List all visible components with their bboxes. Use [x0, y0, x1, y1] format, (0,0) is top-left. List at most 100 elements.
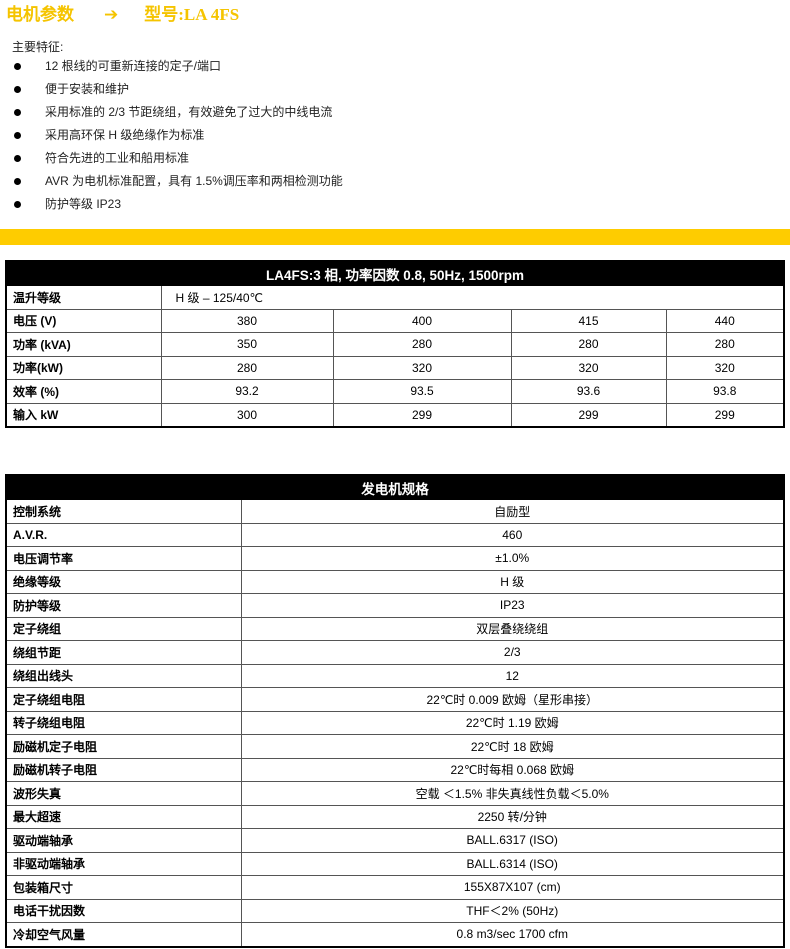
specs-title: 发电机规格 — [5, 474, 785, 500]
temp-rise-value: H 级 – 125/40℃ — [160, 285, 785, 310]
spec-value: H 级 — [240, 569, 785, 594]
feature-text: 采用标准的 2/3 节距绕组，有效避免了过大的中线电流 — [45, 105, 333, 119]
spec-label: 绕组节距 — [5, 640, 242, 665]
feature-text: 便于安装和维护 — [45, 82, 130, 96]
section-title: 电机参数 — [6, 5, 74, 24]
right-arrow-icon: ➔ — [104, 5, 119, 25]
table-row: 输入 kW 300 299 299 299 — [5, 402, 785, 428]
cell-value: 299 — [665, 402, 785, 428]
spec-label: 最大超速 — [5, 804, 242, 829]
page-title: 电机参数 ➔ 型号:LA 4FS — [6, 0, 239, 25]
table-row: 防护等级 IP23 — [5, 593, 785, 618]
ratings-table: LA4FS:3 相, 功率因数 0.8, 50Hz, 1500rpm 温升等级 … — [5, 260, 785, 428]
table-row: 定子绕组电阻 22℃时 0.009 欧姆（星形串接） — [5, 687, 785, 712]
cell-value: 93.6 — [510, 379, 667, 404]
bullet-icon — [14, 63, 21, 70]
row-label: 电压 (V) — [5, 308, 162, 333]
table-row: 转子绕组电阻 22℃时 1.19 欧姆 — [5, 710, 785, 735]
bullet-icon — [14, 132, 21, 139]
spec-label: 转子绕组电阻 — [5, 710, 242, 735]
spec-label: 励磁机定子电阻 — [5, 734, 242, 759]
feature-text: 12 根线的可重新连接的定子/端口 — [45, 59, 222, 73]
spec-label: 电压调节率 — [5, 546, 242, 571]
spec-value: THF＜2% (50Hz) — [240, 898, 785, 923]
cell-value: 380 — [160, 308, 334, 333]
features-list: 12 根线的可重新连接的定子/端口 便于安装和维护采用标准的 2/3 节距绕组，有… — [12, 56, 343, 217]
spec-label: 定子绕组 — [5, 616, 242, 641]
table-row: 最大超速 2250 转/分钟 — [5, 804, 785, 829]
cell-value: 400 — [332, 308, 512, 333]
spec-value: 空载 ＜1.5% 非失真线性负载＜5.0% — [240, 781, 785, 806]
spec-value: 12 — [240, 663, 785, 688]
spec-label: 非驱动端轴承 — [5, 851, 242, 876]
spec-value: 2/3 — [240, 640, 785, 665]
cell-value: 93.8 — [665, 379, 785, 404]
features-label: 主要特征: — [12, 40, 64, 54]
table-row: 效率 (%) 93.2 93.5 93.6 93.8 — [5, 379, 785, 404]
table-row: 功率 (kVA) 350 280 280 280 — [5, 332, 785, 357]
table-row: 波形失真 空载 ＜1.5% 非失真线性负载＜5.0% — [5, 781, 785, 806]
table-row: 定子绕组 双层叠绕绕组 — [5, 616, 785, 641]
row-label: 功率(kW) — [5, 355, 162, 380]
spec-value: 双层叠绕绕组 — [240, 616, 785, 641]
spec-label: 定子绕组电阻 — [5, 687, 242, 712]
spec-label: 电话干扰因数 — [5, 898, 242, 923]
spec-value: 155X87X107 (cm) — [240, 875, 785, 900]
feature-item: AVR 为电机标准配置，具有 1.5%调压率和两相检测功能 — [12, 171, 343, 194]
bullet-icon — [14, 178, 21, 185]
table-row: 绕组出线头 12 — [5, 663, 785, 688]
specs-table: 发电机规格 控制系统 自励型 A.V.R. 460 电压调节率 ±1.0% 绝缘等级 H 级防… — [5, 474, 785, 948]
spec-value: BALL.6317 (ISO) — [240, 828, 785, 853]
cell-value: 320 — [510, 355, 667, 380]
cell-value: 280 — [510, 332, 667, 357]
feature-item: 12 根线的可重新连接的定子/端口 — [12, 56, 343, 79]
model-title: 型号:LA 4FS — [144, 5, 240, 24]
feature-text: 采用高环保 H 级绝缘作为标准 — [45, 128, 205, 142]
spec-label: 驱动端轴承 — [5, 828, 242, 853]
feature-item: 采用标准的 2/3 节距绕组，有效避免了过大的中线电流 — [12, 102, 343, 125]
cell-value: 300 — [160, 402, 334, 428]
table-row: 非驱动端轴承 BALL.6314 (ISO) — [5, 851, 785, 876]
table-row: 励磁机转子电阻 22℃时每相 0.068 欧姆 — [5, 757, 785, 782]
cell-value: 280 — [160, 355, 334, 380]
table-row: 电压 (V) 380 400 415 440 — [5, 308, 785, 333]
spec-value: ±1.0% — [240, 546, 785, 571]
table-row: 温升等级 H 级 – 125/40℃ — [5, 285, 785, 310]
bullet-icon — [14, 109, 21, 116]
spec-value: 22℃时每相 0.068 欧姆 — [240, 757, 785, 782]
ratings-title: LA4FS:3 相, 功率因数 0.8, 50Hz, 1500rpm — [5, 260, 785, 286]
table-row: 冷却空气风量 0.8 m3/sec 1700 cfm — [5, 922, 785, 947]
table-row: 电话干扰因数 THF＜2% (50Hz) — [5, 898, 785, 923]
cell-value: 320 — [665, 355, 785, 380]
spec-label: 绝缘等级 — [5, 569, 242, 594]
bullet-icon — [14, 155, 21, 162]
bullet-icon — [14, 201, 21, 208]
spec-label: 励磁机转子电阻 — [5, 757, 242, 782]
table-row: 包装箱尺寸 155X87X107 (cm) — [5, 875, 785, 900]
spec-value: 0.8 m3/sec 1700 cfm — [240, 922, 785, 947]
spec-value: IP23 — [240, 593, 785, 618]
feature-item: 防护等级 IP23 — [12, 194, 343, 217]
cell-value: 280 — [665, 332, 785, 357]
cell-value: 93.2 — [160, 379, 334, 404]
spec-value: 460 — [240, 522, 785, 547]
cell-value: 93.5 — [332, 379, 512, 404]
feature-text: 符合先进的工业和船用标准 — [45, 151, 190, 165]
spec-label: 包装箱尺寸 — [5, 875, 242, 900]
table-row: 绝缘等级 H 级 — [5, 569, 785, 594]
table-row: 控制系统 自励型 — [5, 499, 785, 524]
cell-value: 440 — [665, 308, 785, 333]
spec-value: 2250 转/分钟 — [240, 804, 785, 829]
row-label: 功率 (kVA) — [5, 332, 162, 357]
feature-text: 防护等级 IP23 — [45, 197, 122, 211]
table-row: 电压调节率 ±1.0% — [5, 546, 785, 571]
feature-item: 便于安装和维护 — [12, 79, 343, 102]
table-row: 驱动端轴承 BALL.6317 (ISO) — [5, 828, 785, 853]
cell-value: 320 — [332, 355, 512, 380]
row-label: 输入 kW — [5, 402, 162, 428]
yellow-divider — [0, 229, 790, 245]
cell-value: 299 — [510, 402, 667, 428]
table-row: 功率(kW) 280 320 320 320 — [5, 355, 785, 380]
spec-label: 防护等级 — [5, 593, 242, 618]
table-row: 励磁机定子电阻 22℃时 18 欧姆 — [5, 734, 785, 759]
